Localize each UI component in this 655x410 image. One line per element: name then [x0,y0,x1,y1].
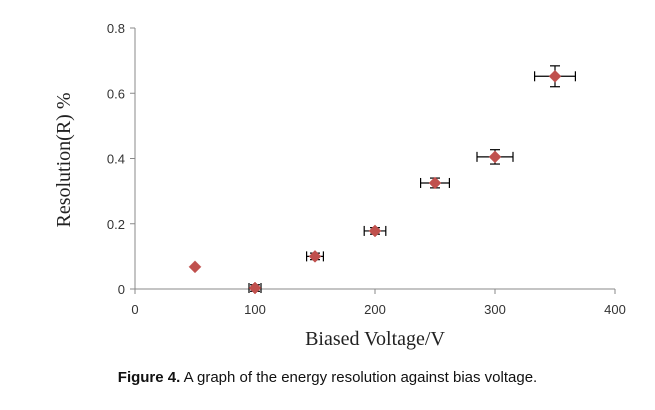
diamond-marker [248,281,262,295]
chart: 0 0.2 0.4 0.6 0.8 0 100 200 300 400 Biased Voltag… [53,21,626,350]
data-point [188,260,202,274]
data-point [476,149,514,165]
y-tick-label: 0.2 [107,217,125,232]
data-point [306,250,324,263]
diamond-marker [428,176,442,190]
data-point [533,65,577,88]
x-tick-label: 100 [244,302,266,317]
caption-text: A graph of the energy resolution against… [180,369,538,386]
data-point [420,176,450,190]
y-axis-title: Resolution(R) % [53,93,75,228]
y-tick-label: 0 [118,282,125,297]
y-tick-label: 0.6 [107,86,125,101]
x-tick-label: 300 [484,302,506,317]
x-tick-label: 0 [131,302,138,317]
x-tick-label: 400 [604,302,626,317]
data-series [188,65,577,295]
diamond-marker [548,69,562,83]
figure-caption: Figure 4. A graph of the energy resoluti… [0,369,655,386]
diamond-marker [308,250,322,263]
caption-label: Figure 4. [117,369,181,386]
data-point [363,224,387,238]
diamond-marker [188,260,202,274]
axes [130,27,616,294]
x-axis-title: Biased Voltage/V [305,328,445,350]
diamond-marker [368,224,382,238]
x-tick-label: 200 [364,302,386,317]
tick-labels: 0 0.2 0.4 0.6 0.8 0 100 200 300 400 [107,21,626,317]
y-tick-label: 0.8 [107,21,125,36]
data-point [248,281,262,295]
y-tick-label: 0.4 [107,152,125,167]
diamond-marker [488,150,502,164]
